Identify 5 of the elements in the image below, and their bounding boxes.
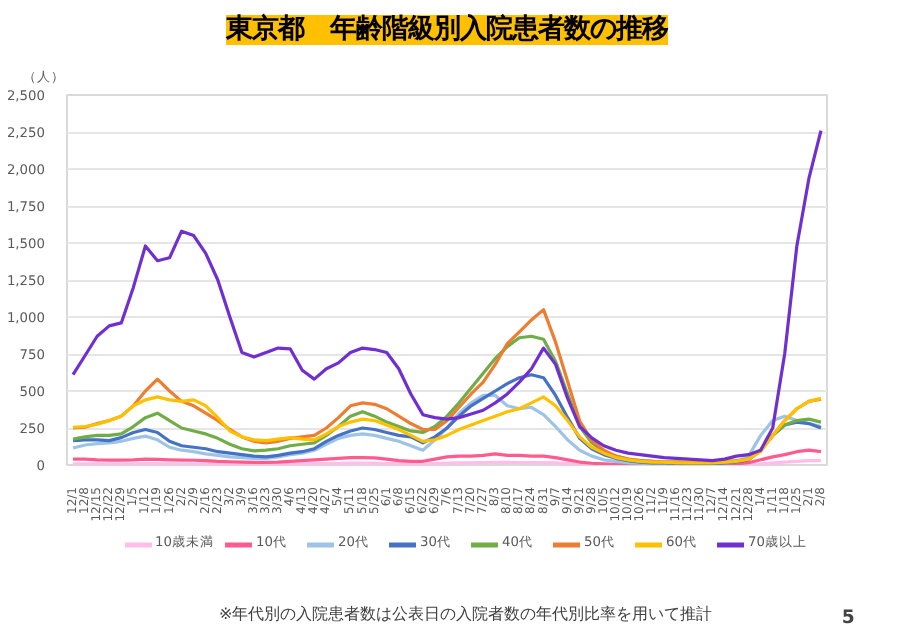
chart-title: 東京都 年齢階級別入院患者数の推移: [224, 13, 668, 45]
line-series: [71, 373, 823, 465]
text: ※年代別の入院患者数は公表日の入院者数の年代別比率を用いて推計: [219, 605, 713, 623]
text: 5: [841, 607, 855, 629]
line-series: [71, 128, 823, 463]
